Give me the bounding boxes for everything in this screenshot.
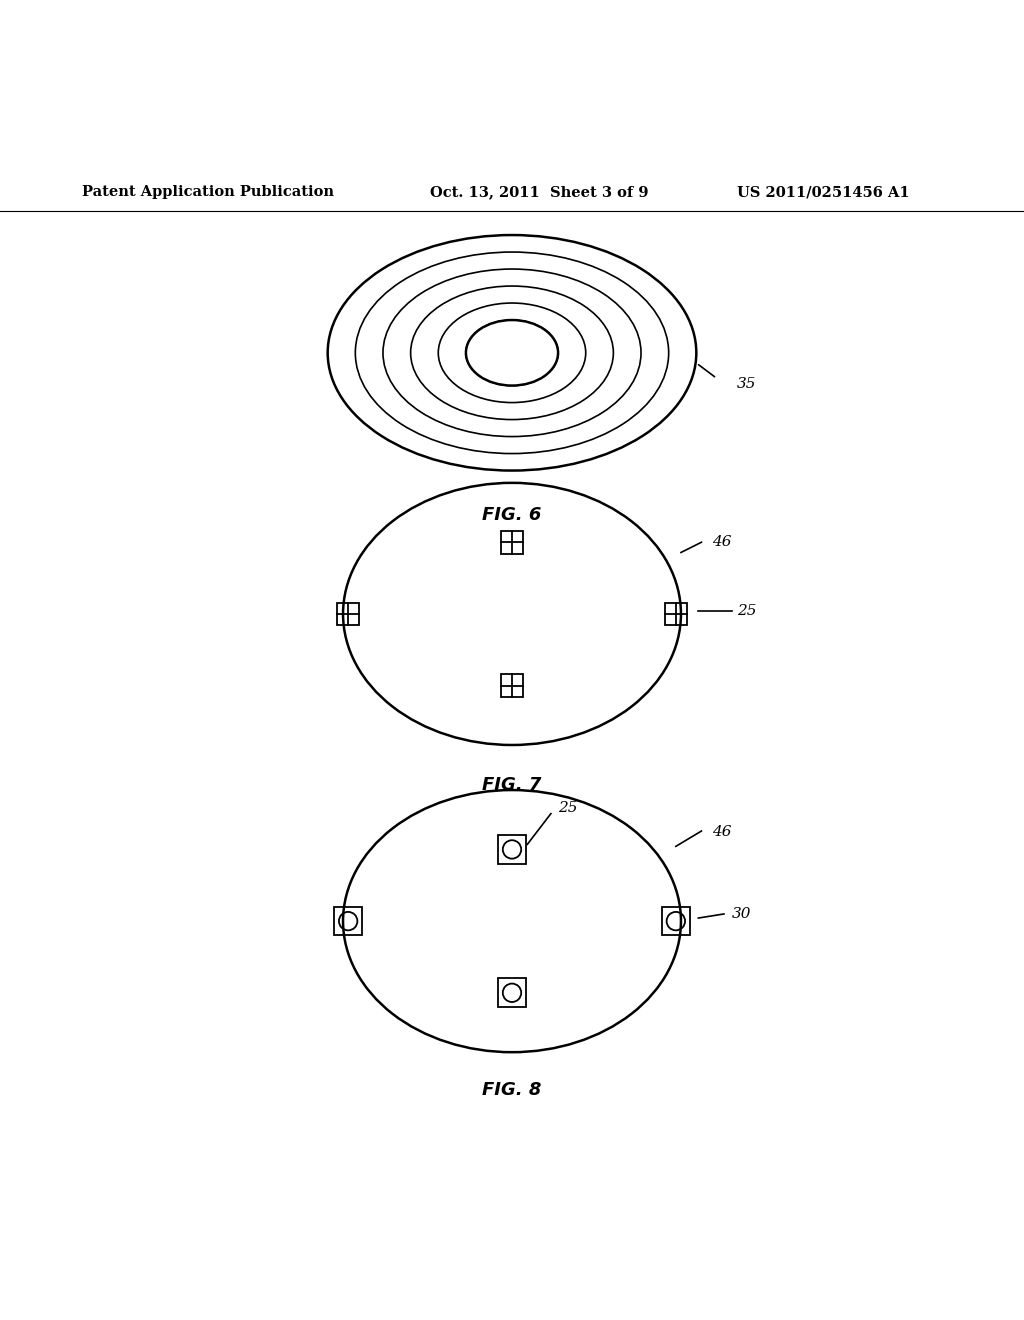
Text: FIG. 8: FIG. 8 [482, 1081, 542, 1098]
Text: FIG. 7: FIG. 7 [482, 776, 542, 793]
Text: 35: 35 [737, 376, 757, 391]
Text: FIG. 6: FIG. 6 [482, 507, 542, 524]
Text: US 2011/0251456 A1: US 2011/0251456 A1 [737, 185, 910, 199]
Text: 25: 25 [737, 603, 757, 618]
Text: 46: 46 [712, 535, 731, 549]
Text: Oct. 13, 2011  Sheet 3 of 9: Oct. 13, 2011 Sheet 3 of 9 [430, 185, 648, 199]
Text: 46: 46 [712, 825, 731, 840]
Text: 30: 30 [732, 907, 752, 921]
Ellipse shape [466, 319, 558, 385]
Text: 25: 25 [558, 801, 578, 816]
Text: Patent Application Publication: Patent Application Publication [82, 185, 334, 199]
